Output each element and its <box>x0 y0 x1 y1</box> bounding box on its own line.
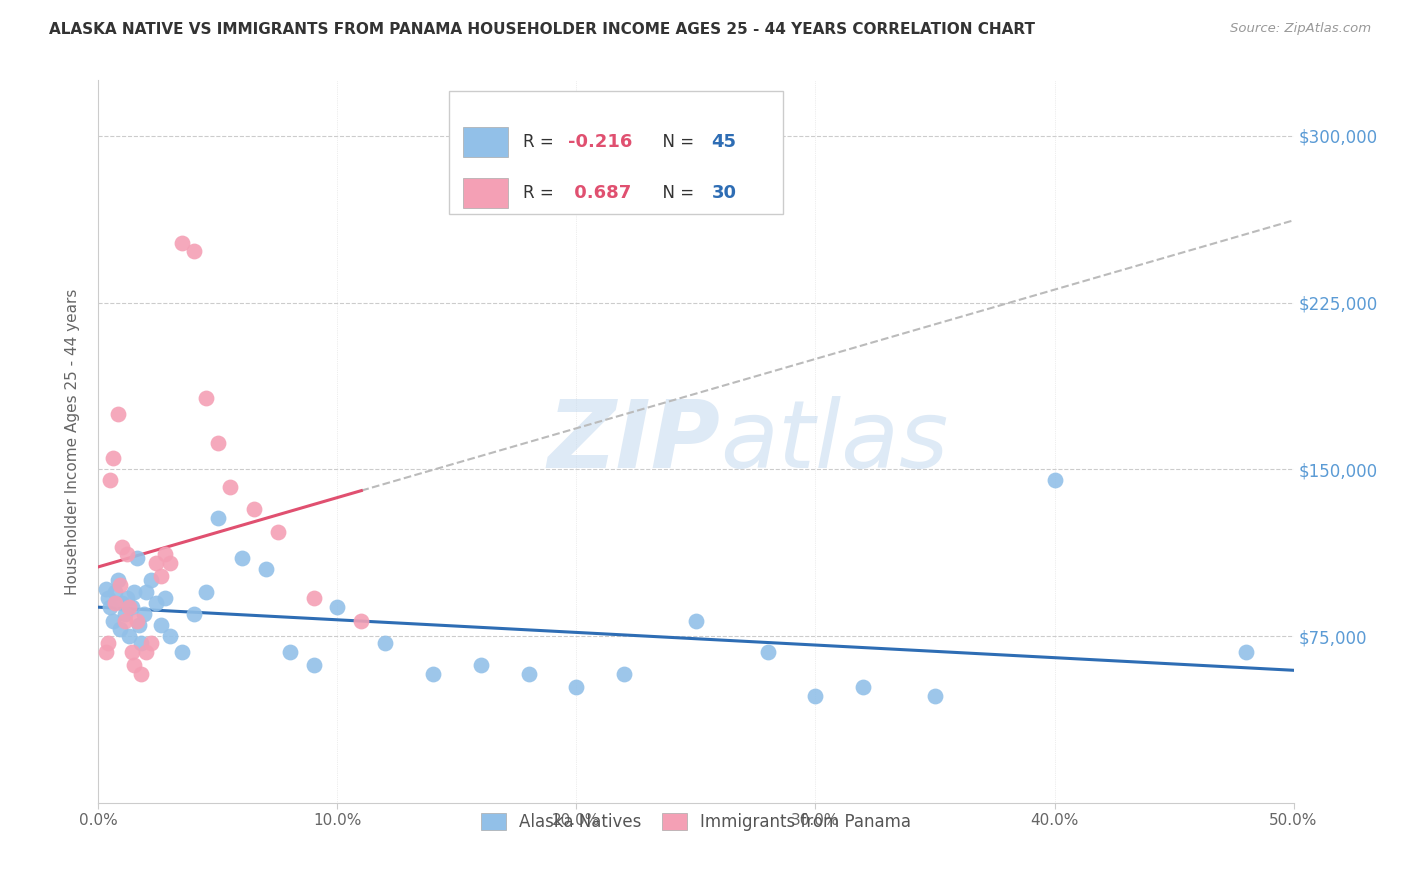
Point <box>94 582 117 597</box>
Point <box>172 645 194 659</box>
Point <box>804 689 827 703</box>
Point <box>374 636 396 650</box>
Point <box>231 551 253 566</box>
Point <box>101 614 124 628</box>
Point <box>132 607 155 621</box>
Point <box>302 591 325 606</box>
Point <box>172 235 194 250</box>
Point <box>98 474 122 488</box>
Point <box>128 618 150 632</box>
Point <box>125 614 148 628</box>
Point <box>207 511 229 525</box>
Text: R =: R = <box>523 184 558 202</box>
Point <box>756 645 779 659</box>
Point <box>118 629 141 643</box>
Point <box>852 680 875 694</box>
Point <box>139 574 162 588</box>
Point <box>1043 474 1066 488</box>
Point <box>195 584 218 599</box>
Point <box>121 645 143 659</box>
FancyBboxPatch shape <box>463 127 509 157</box>
Point <box>135 584 157 599</box>
FancyBboxPatch shape <box>463 178 509 209</box>
Point <box>267 524 290 539</box>
Point <box>97 591 120 606</box>
Point <box>155 591 177 606</box>
Point <box>278 645 301 659</box>
Text: 30: 30 <box>711 184 737 202</box>
Text: ALASKA NATIVE VS IMMIGRANTS FROM PANAMA HOUSEHOLDER INCOME AGES 25 - 44 YEARS CO: ALASKA NATIVE VS IMMIGRANTS FROM PANAMA … <box>49 22 1035 37</box>
Point <box>108 578 131 592</box>
Point <box>685 614 707 628</box>
Text: atlas: atlas <box>720 396 948 487</box>
Point <box>149 618 172 632</box>
Point <box>101 451 124 466</box>
Text: Source: ZipAtlas.com: Source: ZipAtlas.com <box>1230 22 1371 36</box>
Point <box>125 551 148 566</box>
Point <box>115 591 138 606</box>
Point <box>565 680 588 694</box>
Point <box>1234 645 1257 659</box>
Point <box>517 666 540 681</box>
Text: R =: R = <box>523 133 558 151</box>
Point <box>350 614 373 628</box>
Point <box>94 645 117 659</box>
Point <box>183 607 205 621</box>
Point <box>98 600 122 615</box>
FancyBboxPatch shape <box>449 91 783 214</box>
Point <box>145 596 167 610</box>
Point <box>121 600 143 615</box>
Point <box>124 657 146 672</box>
Point <box>135 645 157 659</box>
Point <box>111 596 134 610</box>
Point <box>243 502 266 516</box>
Legend: Alaska Natives, Immigrants from Panama: Alaska Natives, Immigrants from Panama <box>474 806 918 838</box>
Text: 45: 45 <box>711 133 737 151</box>
Text: 0.687: 0.687 <box>568 184 631 202</box>
Point <box>131 636 153 650</box>
Point <box>114 614 136 628</box>
Point <box>115 547 138 561</box>
Point <box>183 244 205 259</box>
Point <box>613 666 636 681</box>
Point <box>195 391 218 405</box>
Point <box>108 623 131 637</box>
Point <box>155 547 177 561</box>
Point <box>159 556 181 570</box>
Point <box>104 596 127 610</box>
Point <box>118 600 141 615</box>
Point <box>149 569 172 583</box>
Point <box>207 435 229 450</box>
Point <box>124 584 146 599</box>
Point <box>131 666 153 681</box>
Point <box>302 657 325 672</box>
Point <box>470 657 492 672</box>
Point <box>326 600 349 615</box>
Point <box>145 556 167 570</box>
Point <box>254 562 277 576</box>
Point <box>97 636 120 650</box>
Y-axis label: Householder Income Ages 25 - 44 years: Householder Income Ages 25 - 44 years <box>65 288 80 595</box>
Text: N =: N = <box>652 133 699 151</box>
Point <box>139 636 162 650</box>
Point <box>219 480 242 494</box>
Point <box>107 407 129 421</box>
Point <box>114 607 136 621</box>
Point <box>107 574 129 588</box>
Point <box>924 689 946 703</box>
Point <box>111 540 134 554</box>
Point <box>159 629 181 643</box>
Point <box>104 584 127 599</box>
Text: ZIP: ZIP <box>547 395 720 488</box>
Point <box>422 666 444 681</box>
Text: N =: N = <box>652 184 699 202</box>
Text: -0.216: -0.216 <box>568 133 633 151</box>
